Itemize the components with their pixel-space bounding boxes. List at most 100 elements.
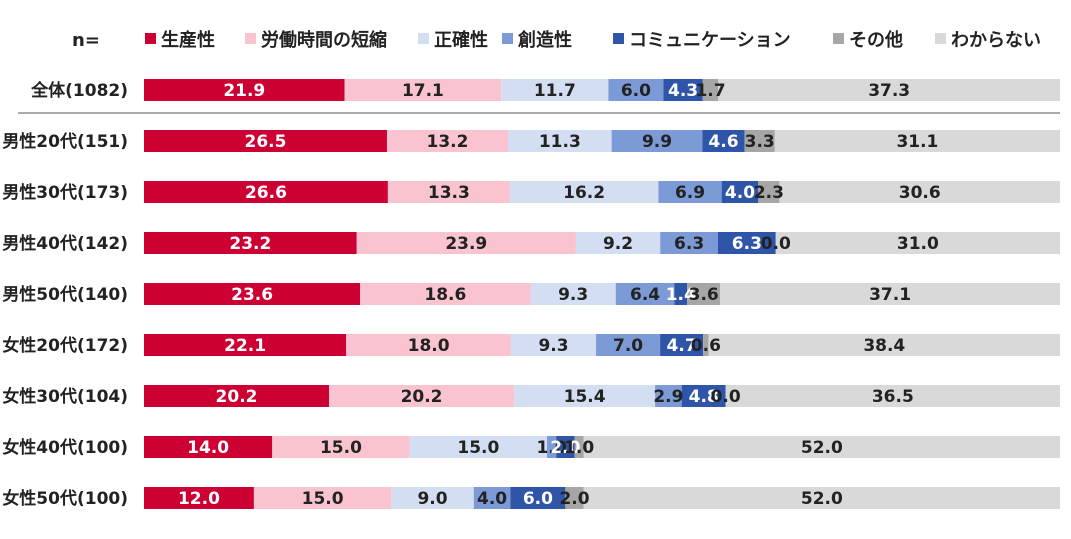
value-label-4-5: 6.3: [732, 234, 762, 254]
value-label-3-5: 4.0: [725, 183, 755, 203]
bar-segment-9-2: [253, 487, 392, 509]
bar-segment-1-3: [501, 79, 609, 101]
value-label-9-2: 15.0: [302, 489, 344, 509]
value-label-7-6: 0.0: [711, 387, 741, 407]
value-label-3-3: 16.2: [563, 183, 605, 203]
legend-label-5: コミュニケーション: [629, 30, 791, 51]
n-label: n=: [72, 30, 100, 51]
legend: 生産性 労働時間の短縮 正確性 創造性 コミュニケーション その他 わからない: [145, 29, 1041, 51]
legend-label-4: 創造性: [517, 29, 572, 51]
bar-segment-3-3: [509, 181, 659, 203]
bar-segment-8-5: [556, 436, 575, 458]
bar-segment-9-4: [473, 487, 511, 509]
bar-segment-2-3: [508, 130, 612, 152]
value-labels: 21.9 17.1 11.7 6.0 4.31.7 37.3 26.5 13.2 11.3 9.9…: [178, 81, 941, 509]
value-label-8-7: 52.0: [801, 438, 843, 458]
value-label-6-7: 38.4: [863, 336, 905, 356]
bar-segment-7-3: [514, 385, 656, 407]
value-label-4-1: 23.2: [229, 234, 271, 254]
value-label-4-7: 31.0: [897, 234, 939, 254]
value-label-7-5: 4.8: [689, 387, 719, 407]
bar-segment-5-1: [144, 283, 361, 305]
bar-segment-3-6: [758, 181, 780, 203]
category-label-8: 女性40代(100): [2, 437, 128, 458]
bar-segment-7-2: [329, 385, 515, 407]
value-label-4-2: 23.9: [445, 234, 487, 254]
category-label-7: 女性30代(104): [2, 386, 128, 407]
bar-segment-1-2: [344, 79, 502, 101]
value-label-1-7: 37.3: [868, 81, 910, 101]
legend-swatch-6: [833, 33, 844, 44]
bar-segment-1-1: [144, 79, 345, 101]
value-label-3-4: 6.9: [675, 183, 705, 203]
legend-label-2: 労働時間の短縮: [261, 29, 387, 51]
legend-swatch-1: [145, 33, 156, 44]
value-label-6-2: 18.0: [408, 336, 450, 356]
bar-segment-3-1: [144, 181, 388, 203]
category-label-5: 男性50代(140): [2, 284, 128, 305]
value-label-1-3: 11.7: [534, 81, 576, 101]
value-label-7-7: 36.5: [872, 387, 914, 407]
value-label-7-1: 20.2: [216, 387, 258, 407]
value-label-7-4: 2.9: [653, 387, 683, 407]
legend-label-1: 生産性: [161, 29, 215, 51]
bar-segment-2-7: [774, 130, 1060, 152]
value-label-3-7: 30.6: [899, 183, 941, 203]
bar-segment-1-5: [663, 79, 703, 101]
bar-segment-6-6: [703, 334, 709, 356]
value-label-2-7: 31.1: [896, 132, 938, 152]
bar-segment-4-4: [660, 232, 718, 254]
value-label-5-7: 37.1: [869, 285, 911, 305]
value-label-2-3: 11.3: [539, 132, 581, 152]
bar-segment-5-6: [687, 283, 721, 305]
bar-segment-7-1: [144, 385, 330, 407]
value-label-3-6: 2.3: [754, 183, 784, 203]
value-label-4-3: 9.2: [603, 234, 633, 254]
bar-segment-4-7: [775, 232, 1060, 254]
bar-segment-5-2: [360, 283, 531, 305]
bar-segment-6-1: [144, 334, 347, 356]
category-labels: 全体(1082) 男性20代(151) 男性30代(173) 男性40代(142) 男性…: [2, 80, 128, 509]
bar-segment-1-4: [608, 79, 664, 101]
bar-segment-8-6: [574, 436, 584, 458]
value-label-8-5: 2.0: [550, 438, 580, 458]
value-label-2-5: 4.6: [708, 132, 738, 152]
value-label-2-2: 13.2: [427, 132, 469, 152]
value-label-9-1: 12.0: [178, 489, 220, 509]
value-label-9-6: 2.0: [559, 489, 589, 509]
legend-swatch-7: [935, 33, 946, 44]
value-label-1-4: 6.0: [621, 81, 651, 101]
category-label-4: 男性40代(142): [2, 233, 128, 254]
value-label-8-3: 15.0: [457, 438, 499, 458]
category-label-2: 男性20代(151): [2, 131, 128, 152]
value-label-5-4: 6.4: [630, 285, 660, 305]
bar-segment-8-1: [144, 436, 273, 458]
value-label-7-3: 15.4: [564, 387, 606, 407]
bar-segment-5-7: [720, 283, 1060, 305]
value-label-8-6: 1.0: [564, 438, 594, 458]
value-label-9-5: 6.0: [523, 489, 553, 509]
value-label-9-7: 52.0: [801, 489, 843, 509]
bar-segment-7-7: [725, 385, 1060, 407]
category-label-1: 全体(1082): [30, 80, 128, 101]
bars: [144, 79, 1060, 509]
value-label-6-6: 0.6: [691, 336, 721, 356]
bar-segment-8-3: [409, 436, 548, 458]
bar-segment-4-2: [356, 232, 576, 254]
bar-segment-6-7: [708, 334, 1060, 356]
bar-segment-6-2: [346, 334, 511, 356]
legend-label-3: 正確性: [434, 29, 488, 51]
value-label-6-5: 4.7: [667, 336, 697, 356]
bar-segment-4-5: [717, 232, 776, 254]
bar-segment-3-2: [387, 181, 510, 203]
value-label-2-6: 3.3: [745, 132, 775, 152]
bar-segment-2-2: [386, 130, 509, 152]
value-label-1-2: 17.1: [402, 81, 444, 101]
bar-segment-4-1: [144, 232, 357, 254]
bar-segment-6-5: [660, 334, 704, 356]
bar-segment-1-6: [702, 79, 719, 101]
bar-segment-5-3: [530, 283, 616, 305]
bar-segment-2-6: [744, 130, 775, 152]
legend-label-6: その他: [849, 29, 903, 51]
